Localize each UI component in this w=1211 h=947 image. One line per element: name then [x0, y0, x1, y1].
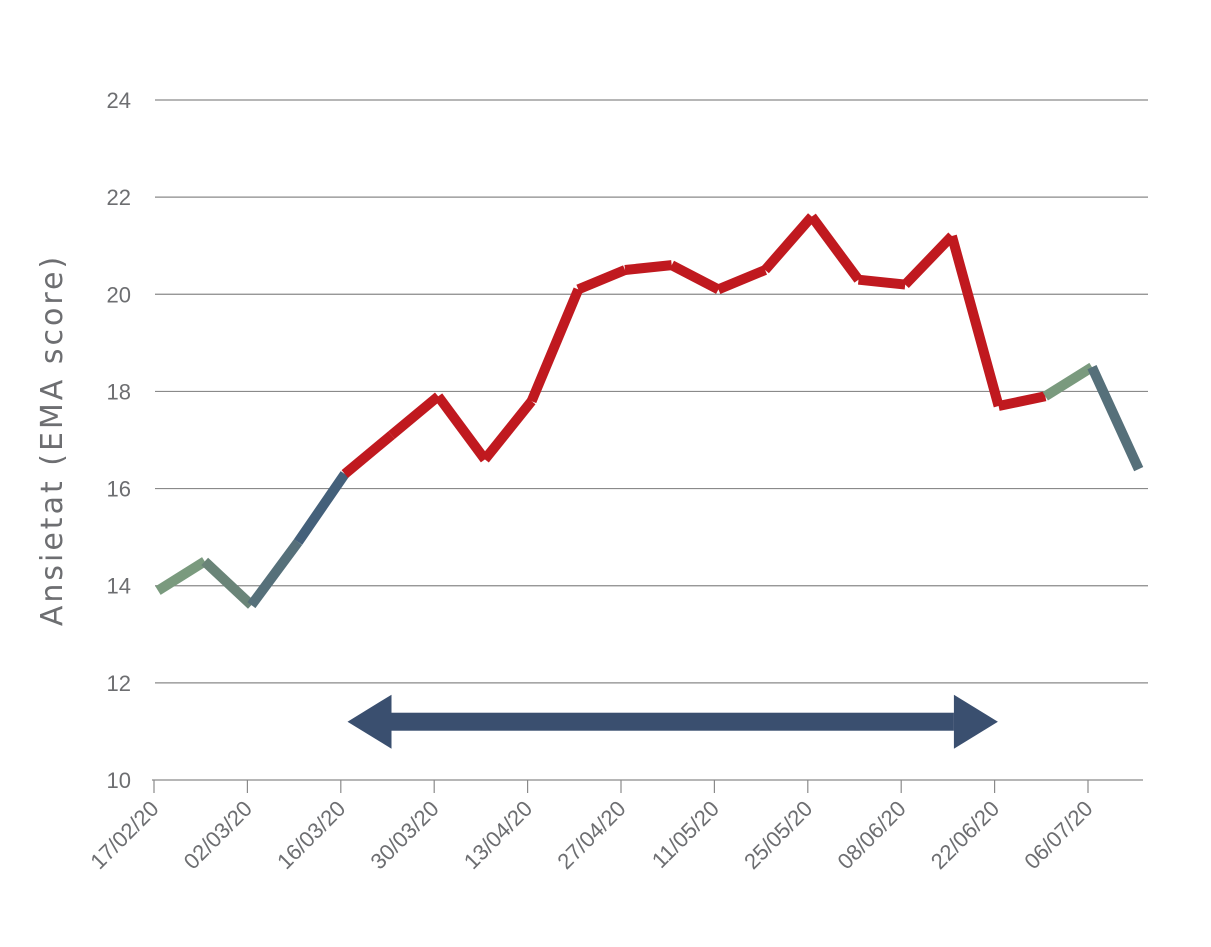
- series-segment-3: [293, 471, 349, 545]
- series-segment-14: [807, 213, 863, 283]
- series-segment-4: [341, 431, 395, 478]
- x-tick-labels: 17/02/20 02/03/20 16/03/20 30/03/20 13/04/20…: [85, 796, 1097, 874]
- series-segment-19: [1042, 362, 1095, 401]
- arrow-head-right: [953, 694, 998, 749]
- y-axis-title: Ansietat (EMA score): [35, 254, 70, 626]
- x-tick-label-17/02/20: 17/02/20: [85, 796, 163, 874]
- series-segment-9: [576, 265, 627, 295]
- x-tick-label-11/05/20: 11/05/20: [647, 796, 724, 873]
- x-tick-label-02/03/20: 02/03/20: [179, 796, 257, 874]
- series-segment-10: [624, 260, 673, 275]
- x-tick-label-30/03/20: 30/03/20: [366, 796, 444, 874]
- y-tick-label-24: 24: [107, 88, 131, 113]
- arrow-head-left: [347, 694, 392, 749]
- series-segment-0: [155, 557, 208, 595]
- series-segment-8: [526, 287, 583, 404]
- series-segment-20: [1087, 365, 1144, 472]
- series-segment-17: [947, 234, 1004, 408]
- y-tick-label-16: 16: [107, 477, 131, 502]
- y-tick-label-14: 14: [107, 574, 131, 599]
- x-ticks: [153, 780, 1089, 793]
- x-tick-label-25/05/20: 25/05/20: [739, 796, 817, 874]
- y-tick-labels: 10 12 14 16 18 20 22 24: [107, 88, 131, 793]
- series-segment-1: [201, 557, 255, 609]
- x-tick-label-16/03/20: 16/03/20: [272, 796, 350, 874]
- series-segment-6: [434, 393, 489, 463]
- period-arrow-annotation: [347, 694, 998, 749]
- series-segment-13: [761, 213, 816, 274]
- x-tick-label-06/07/20: 06/07/20: [1019, 796, 1097, 874]
- series-segment-5: [388, 392, 442, 439]
- series-segment-15: [857, 274, 906, 290]
- series-segment-16: [901, 232, 956, 289]
- y-tick-label-18: 18: [107, 379, 131, 404]
- x-tick-label-27/04/20: 27/04/20: [552, 796, 630, 874]
- y-tick-label-10: 10: [107, 768, 131, 793]
- series-segment-12: [716, 265, 768, 295]
- y-tick-label-12: 12: [107, 671, 131, 696]
- y-tick-label-22: 22: [107, 185, 131, 210]
- series-segment-18: [997, 391, 1047, 411]
- series-segment-11: [669, 260, 721, 294]
- series-line: [155, 213, 1144, 609]
- x-tick-label-22/06/20: 22/06/20: [926, 796, 1004, 874]
- arrow-shaft: [391, 712, 954, 731]
- x-tick-label-13/04/20: 13/04/20: [459, 796, 537, 874]
- y-tick-label-20: 20: [107, 282, 131, 307]
- x-tick-label-08/06/20: 08/06/20: [833, 796, 911, 874]
- series-segment-2: [247, 539, 303, 609]
- series-segment-7: [480, 398, 536, 463]
- gridlines: [155, 99, 1148, 684]
